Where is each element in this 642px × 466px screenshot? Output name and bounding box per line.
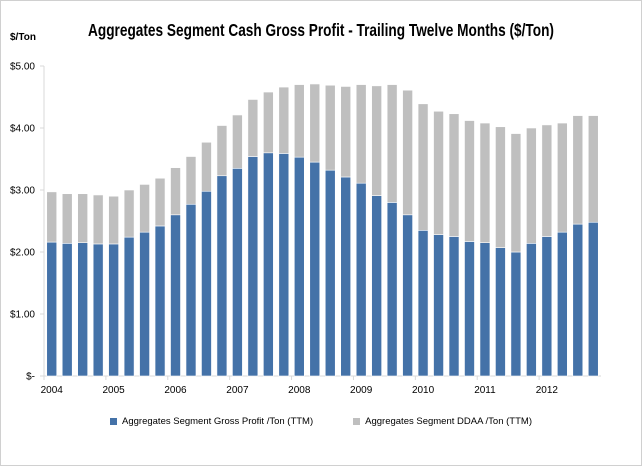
bar-gross-profit	[293, 156, 305, 377]
bar-gross-profit	[371, 195, 382, 377]
bar-gross-profit	[587, 221, 599, 377]
bar-ddaa	[433, 110, 444, 235]
x-tick-label: 2005	[103, 385, 126, 396]
bar-gross-profit	[123, 236, 135, 377]
bar-gross-profit	[263, 152, 274, 377]
y-axis-label: $/Ton	[10, 32, 36, 43]
bar-ddaa	[340, 86, 352, 178]
x-tick-label: 2008	[288, 385, 311, 396]
chart-title: Aggregates Segment Cash Gross Profit - T…	[88, 20, 554, 40]
bar-ddaa	[572, 115, 584, 225]
bar-ddaa	[479, 122, 491, 244]
bar-ddaa	[216, 125, 228, 177]
bar-ddaa	[61, 193, 73, 244]
bar-ddaa	[77, 193, 88, 244]
bar-ddaa	[293, 84, 305, 158]
bar-gross-profit	[232, 168, 243, 377]
bar-ddaa	[92, 194, 104, 245]
bar-gross-profit	[340, 176, 352, 377]
bar-gross-profit	[402, 214, 413, 377]
bar-ddaa	[108, 195, 119, 245]
x-tick-label: 2010	[412, 385, 435, 396]
bar-ddaa	[154, 177, 166, 227]
bar-ddaa	[417, 103, 429, 231]
bar-ddaa	[557, 122, 568, 233]
bar-ddaa	[185, 156, 197, 205]
x-tick-label: 2009	[350, 385, 373, 396]
bar-ddaa	[247, 99, 259, 157]
x-tick-label: 2011	[474, 385, 496, 396]
legend-swatch-ddaa	[353, 418, 361, 425]
bar-gross-profit	[510, 251, 522, 377]
bar-ddaa	[355, 84, 367, 184]
bar-gross-profit	[77, 242, 88, 377]
bar-gross-profit	[92, 243, 104, 377]
y-tick-label: $2.00	[10, 248, 35, 259]
bar-ddaa	[541, 124, 553, 237]
bar-gross-profit	[278, 153, 290, 377]
y-tick-label: $1.00	[10, 310, 35, 321]
bar-ddaa	[587, 115, 599, 223]
legend: Aggregates Segment Gross Profit /Ton (TT…	[1, 416, 641, 427]
bar-gross-profit	[433, 234, 444, 377]
bar-ddaa	[309, 83, 321, 163]
bar-ddaa	[139, 184, 150, 233]
bar-ddaa	[510, 133, 522, 253]
y-tick-label: $4.00	[10, 124, 35, 135]
bar-ddaa	[448, 113, 460, 237]
bar-ddaa	[170, 167, 181, 216]
y-tick-label: $5.00	[10, 62, 35, 73]
bar-gross-profit	[495, 247, 506, 377]
bar-ddaa	[386, 84, 398, 203]
bar-gross-profit	[572, 223, 584, 377]
legend-item-ddaa: Aggregates Segment DDAA /Ton (TTM)	[353, 416, 532, 427]
bar-gross-profit	[541, 236, 553, 377]
legend-label-gross-profit: Aggregates Segment Gross Profit /Ton (TT…	[122, 416, 314, 427]
bar-gross-profit	[417, 230, 429, 377]
y-tick-label: $-	[26, 372, 35, 383]
bar-gross-profit	[139, 231, 150, 377]
bar-ddaa	[526, 127, 537, 244]
bar-gross-profit	[170, 214, 181, 377]
legend-label-ddaa: Aggregates Segment DDAA /Ton (TTM)	[365, 416, 532, 427]
bar-ddaa	[402, 89, 413, 216]
bar-gross-profit	[526, 243, 537, 377]
legend-swatch-gross-profit	[110, 418, 118, 425]
bar-ddaa	[324, 84, 336, 171]
x-tick-label: 2012	[536, 385, 559, 396]
bar-ddaa	[201, 141, 212, 192]
bar-gross-profit	[185, 203, 197, 377]
x-tick-label: 2004	[41, 385, 64, 396]
bar-gross-profit	[247, 156, 259, 377]
bar-gross-profit	[154, 225, 166, 377]
bar-gross-profit	[464, 241, 475, 377]
bar-gross-profit	[108, 243, 119, 377]
bar-gross-profit	[479, 242, 491, 377]
bar-gross-profit	[386, 202, 398, 377]
bar-gross-profit	[324, 169, 336, 377]
bar-gross-profit	[355, 182, 367, 377]
bar-ddaa	[123, 189, 135, 238]
bar-gross-profit	[61, 243, 73, 377]
bar-gross-profit	[557, 231, 568, 377]
bar-gross-profit	[309, 161, 321, 377]
x-tick-label: 2007	[226, 385, 249, 396]
bar-ddaa	[495, 126, 506, 248]
bar-ddaa	[371, 85, 382, 196]
x-tick-label: 2006	[164, 385, 187, 396]
legend-item-gross-profit: Aggregates Segment Gross Profit /Ton (TT…	[110, 416, 313, 427]
bar-ddaa	[464, 120, 475, 242]
bar-gross-profit	[201, 190, 212, 377]
bar-ddaa	[278, 86, 290, 154]
bar-ddaa	[263, 91, 274, 154]
bar-ddaa	[46, 191, 58, 243]
bar-gross-profit	[46, 241, 58, 377]
bar-ddaa	[232, 114, 243, 169]
bar-gross-profit	[216, 175, 228, 377]
bar-gross-profit	[448, 236, 460, 377]
y-tick-label: $3.00	[10, 186, 35, 197]
